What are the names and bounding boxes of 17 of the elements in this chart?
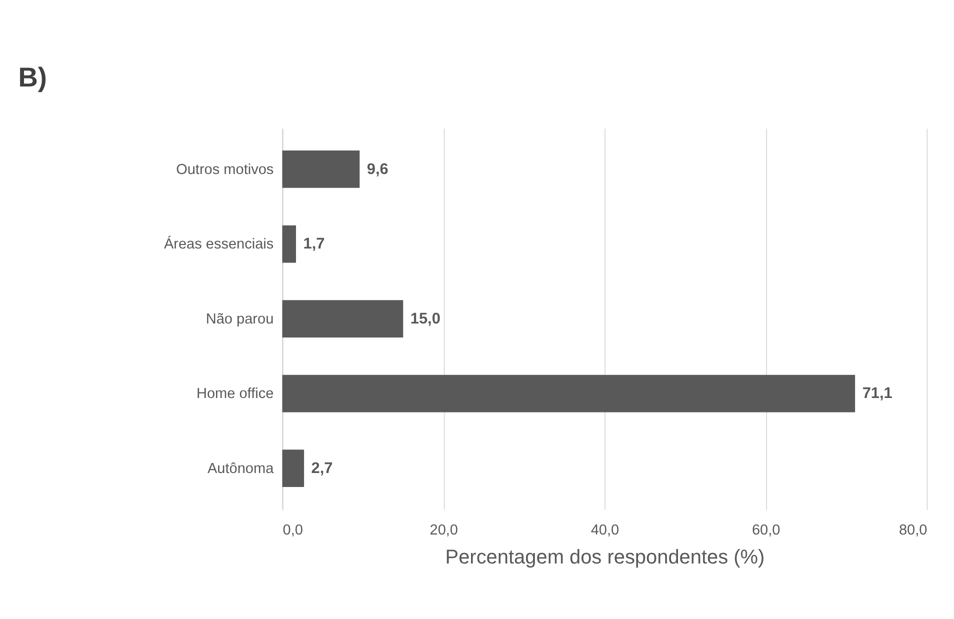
- y-tick-label: Não parou: [206, 311, 274, 328]
- x-tick-label: 80,0: [898, 522, 928, 538]
- y-tick-label: Home office: [196, 386, 274, 402]
- x-tick-label: 40,0: [590, 522, 620, 538]
- x-tick-label: 60,0: [752, 522, 780, 538]
- y-tick-label: Áreas essenciais: [164, 236, 274, 253]
- text: B): [18, 61, 47, 92]
- y-tick-label: Autônoma: [208, 460, 275, 477]
- data-label: 9,6: [366, 160, 389, 178]
- y-tick-label: Outros motivos: [176, 162, 274, 178]
- x-axis-title: Percentagem dos respondentes (%): [445, 546, 765, 568]
- x-tick-label: 0,0: [282, 522, 303, 538]
- data-label: 2,7: [311, 460, 333, 477]
- x-tick-label: 20,0: [430, 522, 458, 538]
- data-label: 1,7: [303, 236, 325, 253]
- data-label: 71,1: [862, 385, 893, 402]
- data-label: 15,0: [410, 310, 440, 328]
